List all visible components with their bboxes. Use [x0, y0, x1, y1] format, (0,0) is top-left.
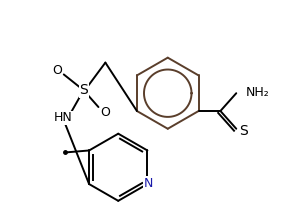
Text: NH₂: NH₂ — [246, 86, 270, 99]
Text: S: S — [79, 83, 88, 97]
Text: N: N — [144, 177, 153, 190]
Text: HN: HN — [53, 111, 72, 124]
Text: O: O — [52, 64, 62, 77]
Text: O: O — [100, 106, 110, 119]
Text: S: S — [239, 124, 248, 138]
